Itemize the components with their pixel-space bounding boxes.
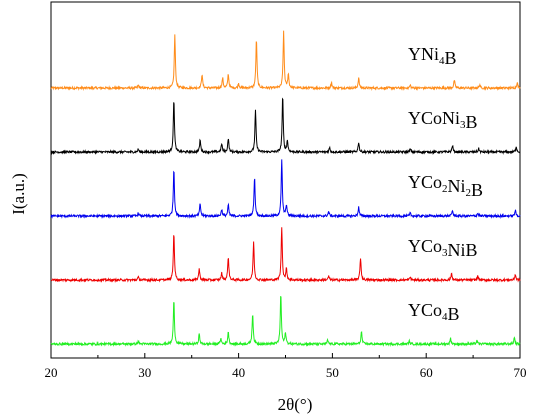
series-labels: YNi4B YCoNi3B YCo2Ni2B YCo3NiB YCo4B [408, 44, 483, 324]
series-label: YCo4B [408, 300, 460, 324]
x-axis-title: 2θ(°) [278, 395, 313, 414]
x-tick-label: 30 [138, 365, 151, 380]
series-label: YCoNi3B [408, 108, 478, 132]
y-axis-title: I(a.u.) [9, 173, 28, 215]
series-label: YCo2Ni2B [408, 172, 483, 200]
x-tick-label: 70 [514, 365, 527, 380]
series-line-YNi4B [50, 30, 521, 91]
x-tick-label: 50 [326, 365, 339, 380]
x-tick-label: 60 [420, 365, 433, 380]
series-line-YCoNi3B [50, 97, 521, 156]
series-line-YCo3NiB [50, 227, 521, 283]
x-tick-label: 20 [45, 365, 58, 380]
x-ticks: 20 30 40 50 60 70 [45, 353, 527, 380]
series-label: YNi4B [408, 44, 457, 68]
series-line-YCo2Ni2B [50, 159, 521, 219]
series-line-YCo4B [50, 296, 521, 348]
x-tick-label: 40 [232, 365, 245, 380]
series-label: YCo3NiB [408, 236, 478, 260]
series-group [50, 30, 521, 348]
